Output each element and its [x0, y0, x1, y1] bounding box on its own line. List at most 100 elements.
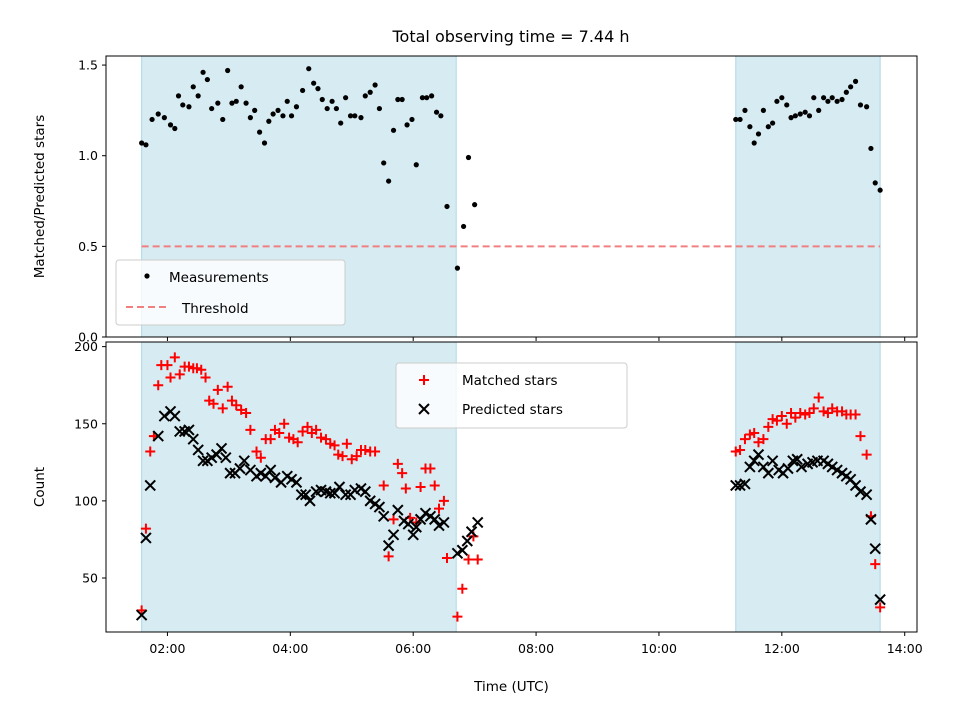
x-tick-label: 04:00 — [272, 641, 308, 656]
data-point — [245, 424, 256, 435]
data-point — [751, 140, 757, 146]
data-point — [284, 98, 290, 104]
data-point — [300, 87, 306, 94]
data-point — [410, 521, 422, 533]
axes-frame — [105, 341, 918, 633]
data-point — [829, 95, 835, 101]
data-point — [295, 489, 308, 501]
y-tick-label: 1.5 — [78, 58, 98, 73]
data-point — [370, 446, 381, 457]
y-tick-label: 1.0 — [78, 148, 98, 163]
data-point — [174, 425, 186, 438]
data-point — [465, 526, 478, 538]
data-point — [329, 98, 335, 104]
data-point — [415, 482, 426, 492]
data-point — [839, 96, 845, 103]
data-point — [299, 489, 312, 501]
data-point — [825, 98, 831, 104]
data-point — [174, 369, 185, 380]
data-point — [367, 89, 373, 95]
data-point — [302, 421, 313, 432]
data-point — [200, 372, 211, 383]
data-point — [441, 552, 452, 563]
data-point — [208, 398, 219, 409]
series-measurements — [139, 66, 883, 271]
data-point — [200, 69, 206, 75]
data-point — [293, 104, 300, 110]
data-point — [343, 95, 349, 101]
data-point — [402, 518, 414, 530]
data-point — [419, 95, 426, 101]
y-tick-label: 200 — [74, 339, 98, 354]
data-point — [192, 444, 204, 456]
x-tick-label: 10:00 — [641, 641, 677, 656]
data-point — [316, 432, 327, 443]
data-point — [869, 542, 881, 555]
data-point — [874, 593, 886, 606]
data-point — [251, 446, 262, 457]
y-tick-label: 50 — [82, 571, 98, 586]
data-point — [795, 461, 808, 473]
data-point — [329, 440, 340, 451]
data-point — [399, 96, 405, 103]
data-point — [770, 120, 776, 126]
data-point — [850, 409, 861, 420]
data-point — [737, 116, 743, 123]
data-point — [222, 381, 233, 392]
data-point — [306, 66, 312, 72]
data-point — [821, 95, 827, 101]
data-point — [333, 105, 339, 112]
data-point — [739, 434, 750, 445]
legend-marker — [419, 375, 429, 385]
data-point — [872, 180, 878, 186]
data-point — [428, 513, 441, 526]
data-point — [265, 434, 276, 445]
data-point — [760, 107, 767, 113]
data-point — [877, 187, 883, 193]
data-point — [145, 446, 156, 457]
data-point — [854, 485, 867, 498]
data-point — [241, 407, 252, 418]
data-point — [347, 113, 354, 119]
data-point — [857, 102, 864, 108]
data-point — [144, 479, 156, 492]
data-point — [843, 89, 849, 95]
legend-label: Threshold — [181, 301, 249, 317]
y-axis-label: Count — [32, 467, 48, 507]
data-point — [279, 418, 290, 429]
data-point — [319, 96, 325, 103]
data-point — [217, 403, 228, 414]
data-point — [388, 514, 399, 525]
data-point — [816, 107, 822, 113]
data-point — [407, 529, 419, 541]
data-point — [747, 124, 753, 130]
data-point — [404, 122, 410, 128]
legend-box — [395, 362, 628, 429]
data-point — [381, 160, 387, 166]
data-point — [212, 384, 223, 395]
data-point — [413, 162, 419, 168]
ratio-panel: 0.0 0.5 1.0 1.5 Matched/Predicted stars Measu… — [32, 55, 918, 345]
data-point — [180, 102, 186, 108]
data-point — [196, 364, 207, 375]
data-point — [270, 111, 276, 117]
data-point — [269, 472, 281, 484]
data-point — [187, 433, 199, 445]
y-tick-label: 0.5 — [78, 239, 98, 254]
data-point — [143, 142, 149, 148]
data-point — [784, 102, 790, 108]
data-point — [377, 510, 390, 523]
data-point — [209, 105, 215, 112]
data-point — [169, 352, 180, 363]
data-point — [765, 124, 771, 130]
data-point — [167, 122, 174, 128]
data-point — [766, 455, 779, 467]
y-tick-label: 0.0 — [78, 330, 98, 345]
data-point — [149, 116, 155, 123]
data-point — [333, 481, 346, 493]
data-point — [438, 516, 450, 529]
data-point — [197, 455, 209, 467]
data-point — [848, 84, 854, 90]
data-point — [247, 115, 253, 121]
legend-label: Matched stars — [462, 373, 558, 389]
